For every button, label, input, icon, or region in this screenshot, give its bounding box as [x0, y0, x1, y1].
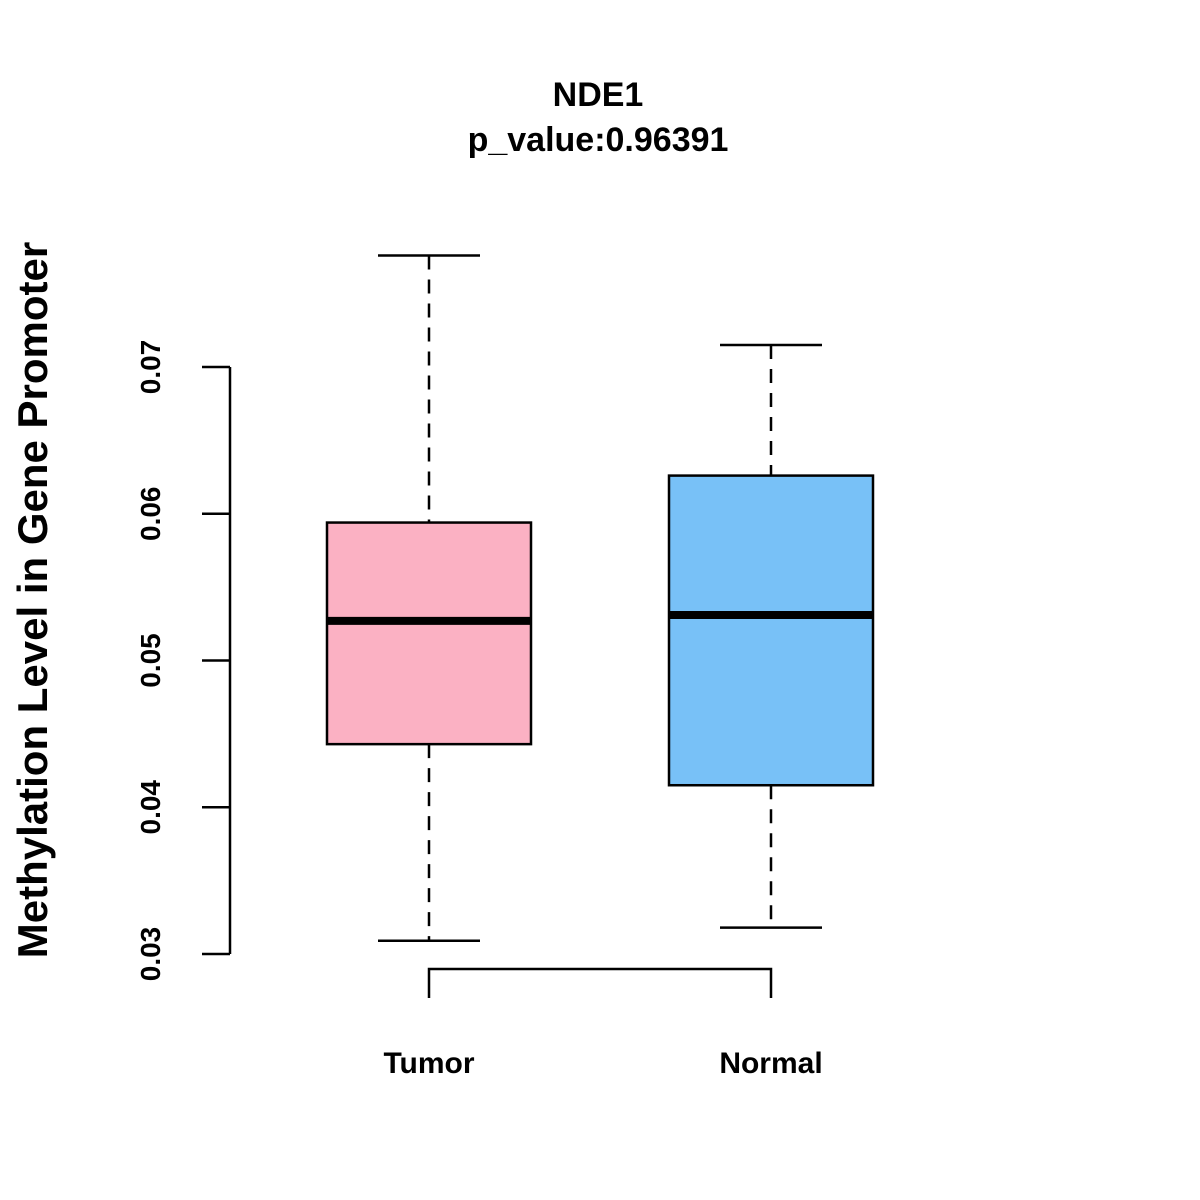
y-tick-label: 0.03	[135, 927, 166, 982]
y-tick-label: 0.04	[135, 780, 166, 835]
y-axis-label: Methylation Level in Gene Promoter	[9, 242, 56, 958]
y-tick-label: 0.06	[135, 487, 166, 542]
iqr-box	[667, 474, 875, 787]
iqr-box	[325, 521, 533, 746]
y-axis: 0.03 0.04 0.05 0.06 0.07	[135, 340, 232, 982]
bracket-line	[427, 967, 773, 998]
x-category-label: Tumor	[383, 1047, 474, 1080]
box-tumor	[325, 254, 533, 943]
chart-title: NDE1	[553, 76, 644, 114]
y-tick-label: 0.07	[135, 340, 166, 395]
boxes	[325, 254, 875, 943]
comparison-bracket	[427, 967, 773, 998]
y-tick-label: 0.05	[135, 633, 166, 688]
x-category-label: Normal	[719, 1047, 822, 1080]
chart-subtitle: p_value:0.96391	[468, 121, 729, 159]
box-normal	[667, 343, 875, 929]
x-axis-labels: Tumor Normal	[383, 1047, 822, 1080]
